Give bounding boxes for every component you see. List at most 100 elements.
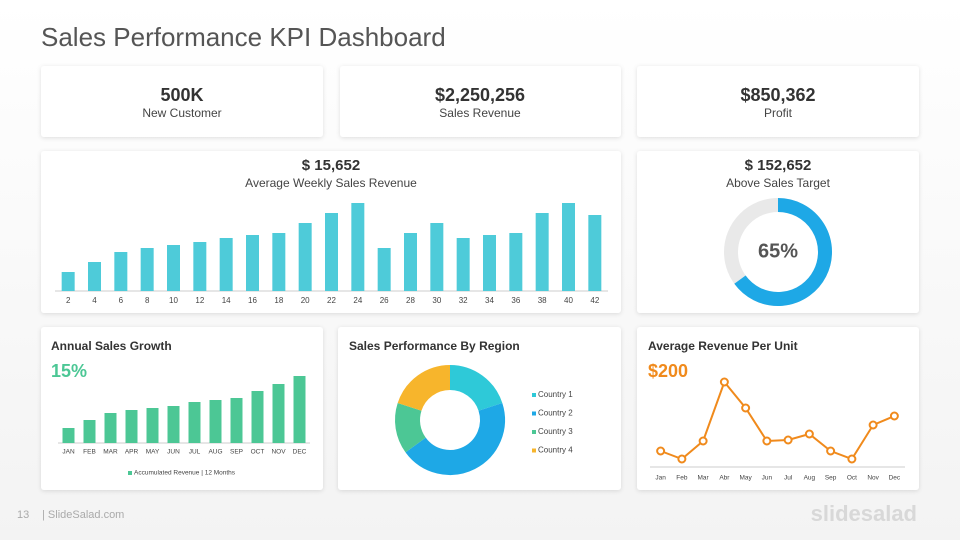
kpi-label: Profit xyxy=(764,106,793,120)
x-tick-label: JUL xyxy=(189,449,201,456)
bar xyxy=(456,238,470,291)
point xyxy=(741,403,751,413)
x-tick-label: Abr xyxy=(719,475,730,482)
x-tick-label: 24 xyxy=(353,296,362,305)
card xyxy=(340,66,621,137)
card xyxy=(637,327,919,490)
x-tick-label: 12 xyxy=(195,296,204,305)
bar xyxy=(219,238,233,291)
point xyxy=(889,411,899,421)
x-tick-label: 6 xyxy=(119,296,124,305)
x-tick-label: Jan xyxy=(655,475,666,482)
bar xyxy=(430,223,444,291)
x-tick-label: Feb xyxy=(676,475,688,482)
kpi-label: Sales Revenue xyxy=(439,106,521,120)
highlight: 15% xyxy=(51,361,87,381)
point xyxy=(719,377,729,387)
x-tick-label: JAN xyxy=(62,449,75,456)
x-tick-label: 30 xyxy=(432,296,441,305)
x-tick-label: APR xyxy=(125,449,139,456)
card xyxy=(637,151,919,313)
x-tick-label: Jul xyxy=(784,475,793,482)
kpi-value: $2,250,256 xyxy=(435,85,525,105)
bar xyxy=(272,384,285,443)
x-tick-label: 18 xyxy=(274,296,283,305)
x-tick-label: 42 xyxy=(590,296,599,305)
x-tick-label: Oct xyxy=(847,475,857,482)
legend-swatch xyxy=(532,411,536,416)
point xyxy=(698,436,708,446)
x-tick-label: 14 xyxy=(222,296,231,305)
x-tick-label: 38 xyxy=(538,296,547,305)
bar xyxy=(114,252,128,291)
x-tick-label: DEC xyxy=(293,449,307,456)
bar xyxy=(293,376,306,443)
x-tick-label: Mar xyxy=(698,475,710,482)
page-title: Sales Performance KPI Dashboard xyxy=(41,22,446,52)
x-tick-label: MAR xyxy=(103,449,118,456)
donut-segment xyxy=(449,365,503,412)
x-tick-label: Aug xyxy=(804,475,816,482)
point xyxy=(783,435,793,445)
x-tick-label: 40 xyxy=(564,296,573,305)
bar xyxy=(146,408,159,443)
legend-swatch xyxy=(532,448,536,453)
kpi-value: $850,362 xyxy=(740,85,815,105)
bar xyxy=(509,233,523,291)
chart-title: $ 152,652 xyxy=(745,157,812,174)
point xyxy=(847,454,857,464)
bar xyxy=(298,223,312,291)
donut-segment xyxy=(405,403,505,475)
point xyxy=(656,446,666,456)
x-tick-label: 8 xyxy=(145,296,150,305)
chart-title: $ 15,652 xyxy=(302,157,360,174)
legend-swatch xyxy=(128,471,132,475)
bar xyxy=(83,420,96,443)
x-tick-label: 28 xyxy=(406,296,415,305)
bar xyxy=(61,272,75,291)
x-tick-label: Jun xyxy=(762,475,773,482)
x-tick-label: AUG xyxy=(208,449,222,456)
chart-title: Annual Sales Growth xyxy=(51,339,172,353)
x-tick-label: 32 xyxy=(459,296,468,305)
x-tick-label: 26 xyxy=(380,296,389,305)
x-tick-label: 2 xyxy=(66,296,71,305)
x-tick-label: NOV xyxy=(271,449,286,456)
x-tick-label: Sep xyxy=(825,475,837,482)
legend-label: Country 2 xyxy=(538,409,573,418)
bar xyxy=(351,203,365,291)
gauge-arc xyxy=(734,198,832,306)
x-tick-label: MAY xyxy=(146,449,160,456)
footer-site: | SlideSalad.com xyxy=(42,509,124,521)
kpi-value: 500K xyxy=(160,85,203,105)
x-tick-label: Nov xyxy=(867,475,879,482)
x-tick-label: 34 xyxy=(485,296,494,305)
legend-label: Country 4 xyxy=(538,446,573,455)
bar xyxy=(535,213,549,291)
chart-title: Sales Performance By Region xyxy=(349,339,520,353)
legend-label: Country 3 xyxy=(538,427,573,436)
bar xyxy=(404,233,417,291)
kpi-label: New Customer xyxy=(142,106,221,120)
chart-subtitle: Average Weekly Sales Revenue xyxy=(245,176,417,190)
legend-swatch xyxy=(532,430,536,434)
bar xyxy=(188,402,201,443)
point xyxy=(826,446,836,456)
bar xyxy=(193,242,207,291)
bar xyxy=(272,233,286,291)
point xyxy=(677,454,687,464)
x-tick-label: SEP xyxy=(230,449,243,456)
x-tick-label: FEB xyxy=(83,449,96,456)
bar xyxy=(246,235,259,291)
x-tick-label: 16 xyxy=(248,296,257,305)
bar xyxy=(483,235,496,291)
bar xyxy=(125,410,138,443)
x-tick-label: 20 xyxy=(301,296,310,305)
x-tick-label: Dec xyxy=(889,475,901,482)
card xyxy=(41,327,323,490)
chart-subtitle: Above Sales Target xyxy=(726,176,831,190)
bar xyxy=(325,213,338,291)
chart-title: Average Revenue Per Unit xyxy=(648,339,798,353)
page-number: 13 xyxy=(17,509,29,521)
